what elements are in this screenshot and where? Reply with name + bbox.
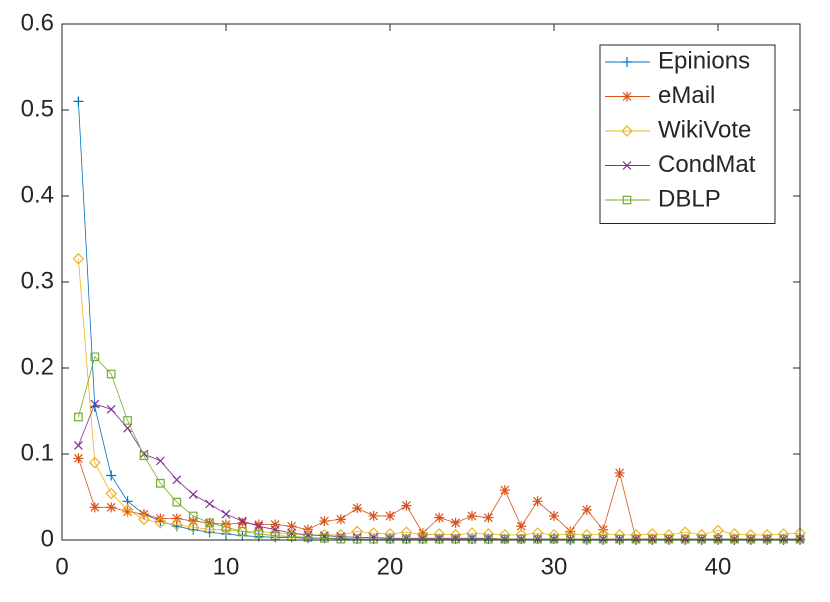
- y-tick-label: 0.2: [21, 353, 54, 380]
- marker: [335, 514, 346, 525]
- marker: [105, 487, 118, 500]
- marker: [122, 506, 133, 517]
- marker: [270, 519, 281, 530]
- marker: [368, 510, 379, 521]
- marker: [385, 510, 395, 521]
- marker: [72, 252, 85, 265]
- legend-marker: [622, 161, 632, 170]
- y-tick-label: 0.4: [21, 181, 54, 208]
- marker: [270, 531, 280, 541]
- marker: [155, 456, 165, 466]
- marker: [123, 423, 133, 433]
- x-tick-label: 20: [377, 553, 404, 580]
- marker: [286, 521, 297, 532]
- marker: [89, 401, 100, 412]
- marker: [253, 519, 264, 530]
- marker: [106, 369, 116, 379]
- marker: [73, 453, 84, 464]
- marker: [237, 516, 247, 526]
- marker: [417, 528, 428, 539]
- marker: [187, 521, 200, 533]
- legend-marker: [622, 91, 632, 102]
- marker: [549, 510, 559, 521]
- legend-marker: [622, 57, 632, 67]
- marker: [188, 516, 199, 527]
- marker: [188, 489, 198, 499]
- y-tick-label: 0.5: [21, 95, 54, 122]
- marker: [467, 510, 477, 521]
- marker: [237, 517, 248, 528]
- marker: [401, 500, 412, 511]
- series-line: [78, 458, 800, 540]
- marker: [73, 96, 84, 107]
- marker: [499, 485, 510, 496]
- series-line: [78, 258, 801, 536]
- plot-frame: [61, 23, 801, 541]
- legend-label: CondMat: [658, 151, 756, 178]
- marker: [188, 524, 199, 535]
- marker: [138, 513, 150, 526]
- marker: [516, 521, 527, 532]
- marker: [121, 504, 134, 516]
- marker: [156, 478, 165, 488]
- x-tick-label: 10: [213, 553, 240, 580]
- marker: [532, 496, 543, 507]
- marker: [565, 526, 576, 537]
- x-tick-label: 0: [55, 553, 68, 580]
- marker: [139, 451, 149, 461]
- legend-marker: [621, 125, 633, 137]
- marker: [450, 517, 461, 528]
- marker: [106, 404, 116, 414]
- legend-label: DBLP: [658, 185, 721, 212]
- legend-label: Epinions: [658, 47, 750, 74]
- marker: [679, 526, 692, 539]
- marker: [351, 525, 364, 538]
- marker: [90, 399, 100, 409]
- y-tick-label: 0.3: [21, 267, 54, 294]
- x-tick-label: 30: [541, 553, 568, 580]
- marker: [106, 470, 117, 481]
- marker: [204, 527, 215, 538]
- marker: [154, 516, 167, 529]
- marker: [123, 416, 132, 425]
- y-tick-label: 0: [41, 525, 54, 552]
- marker: [139, 449, 149, 459]
- marker: [170, 518, 183, 531]
- marker: [73, 440, 83, 450]
- marker: [319, 516, 330, 527]
- marker: [205, 499, 215, 509]
- marker: [614, 467, 625, 478]
- marker: [254, 521, 264, 531]
- marker: [106, 502, 117, 513]
- y-tick-label: 0.6: [21, 9, 54, 36]
- marker: [172, 497, 182, 507]
- legend-label: WikiVote: [658, 116, 751, 143]
- marker: [483, 512, 494, 523]
- legend-label: eMail: [658, 82, 715, 109]
- marker: [221, 522, 231, 532]
- x-tick-label: 40: [705, 553, 732, 580]
- marker: [400, 526, 413, 539]
- y-tick-label: 0.1: [21, 439, 54, 466]
- marker: [254, 529, 264, 539]
- marker: [90, 352, 100, 362]
- marker: [203, 523, 216, 536]
- marker: [88, 456, 101, 469]
- marker: [352, 503, 363, 514]
- marker: [171, 513, 182, 524]
- marker: [531, 527, 544, 539]
- marker: [221, 509, 231, 519]
- marker: [434, 512, 445, 523]
- marker: [172, 475, 182, 485]
- marker: [188, 511, 198, 521]
- marker: [238, 527, 247, 536]
- marker: [581, 504, 592, 515]
- marker: [89, 502, 100, 513]
- series-line: [78, 356, 800, 540]
- marker: [74, 412, 83, 422]
- marker: [205, 518, 214, 528]
- legend-marker: [622, 195, 632, 205]
- marker: [303, 533, 313, 542]
